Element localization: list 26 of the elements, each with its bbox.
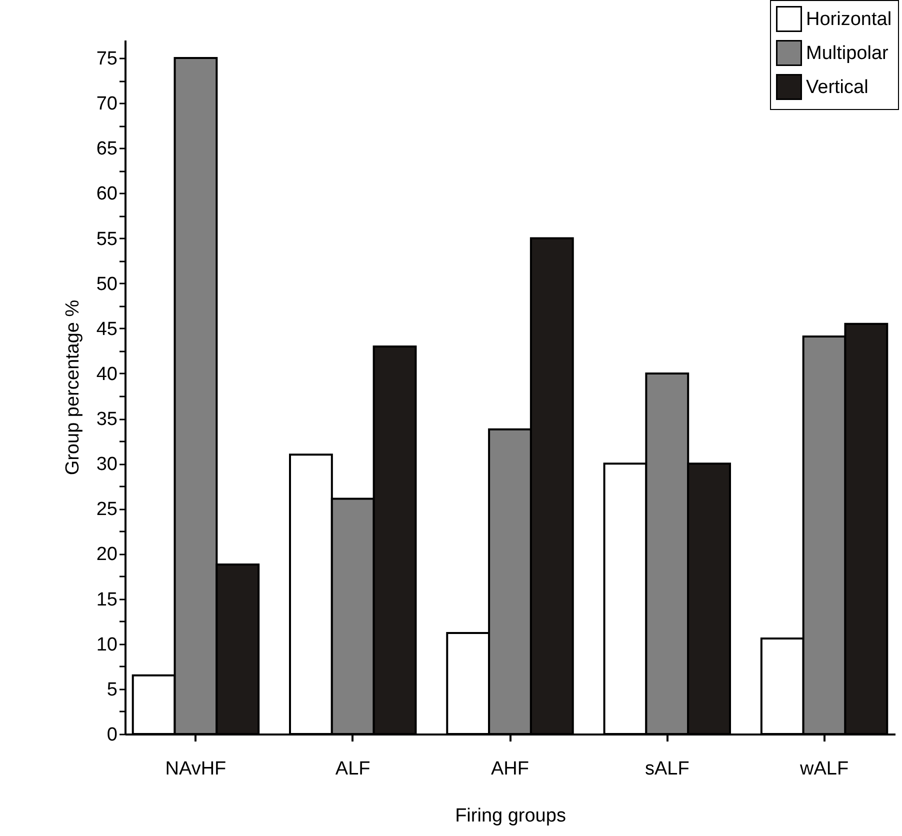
y-tick-label: 70: [96, 94, 118, 115]
y-tick-label: 5: [106, 679, 118, 700]
y-tick-label: 35: [96, 409, 118, 430]
y-tick-label: 40: [96, 364, 118, 385]
x-tick-label: AHF: [491, 758, 529, 780]
y-tick-label: 60: [96, 184, 118, 205]
legend-label: Vertical: [806, 77, 868, 98]
y-axis-title: Group percentage %: [62, 300, 84, 476]
x-tick-label: ALF: [335, 758, 370, 780]
y-tick-label: 25: [96, 499, 118, 520]
legend-label: Horizontal: [806, 9, 892, 30]
y-tick-label: 50: [96, 274, 118, 295]
x-tick-label: NAvHF: [165, 758, 226, 780]
y-tick-label: 55: [96, 228, 118, 250]
y-tick-label: 20: [96, 544, 118, 566]
y-tick-label: 75: [96, 48, 118, 70]
y-tick-label: 15: [96, 589, 118, 610]
x-tick-label: sALF: [644, 758, 690, 780]
y-tick-label: 10: [96, 634, 118, 656]
y-tick-label: 45: [96, 318, 118, 340]
y-tick-label: 30: [96, 454, 118, 476]
y-tick-label: 0: [106, 724, 118, 746]
y-tick-label: 65: [96, 138, 118, 160]
legend-label: Multipolar: [806, 43, 890, 64]
x-axis-title: Firing groups: [455, 806, 566, 826]
x-tick-label: wALF: [798, 758, 849, 780]
